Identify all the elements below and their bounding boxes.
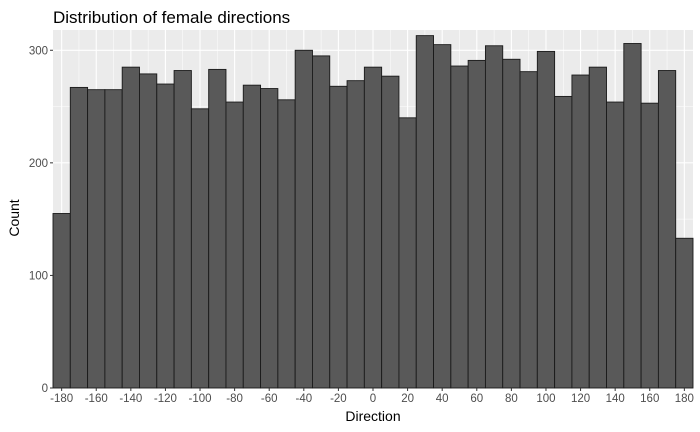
histogram-bar — [415, 35, 434, 389]
histogram-bar — [381, 75, 400, 389]
histogram-bar — [312, 55, 331, 389]
x-tick-label: -20 — [330, 393, 347, 405]
x-tick-label: 120 — [571, 393, 590, 405]
histogram-bar — [484, 45, 504, 389]
y-tick-label: 100 — [29, 270, 48, 282]
histogram-bar — [173, 70, 192, 389]
x-tick-label: 140 — [606, 393, 625, 405]
y-axis-title: Count — [6, 199, 22, 236]
chart-title: Distribution of female directions — [53, 8, 290, 27]
histogram-bar — [242, 84, 262, 389]
x-tick-label: 180 — [675, 393, 694, 405]
histogram-bar — [52, 213, 71, 389]
histogram-bar — [640, 102, 659, 389]
x-tick-label: -80 — [226, 393, 243, 405]
histogram-bar — [363, 66, 383, 389]
x-tick-label: -100 — [189, 393, 212, 405]
histogram-bar — [346, 80, 365, 389]
histogram-bar — [208, 68, 227, 389]
x-tick-label: -160 — [85, 393, 108, 405]
y-axis: 0 100 200 300 — [29, 45, 53, 395]
histogram-bar — [554, 95, 573, 389]
histogram-bar — [225, 101, 244, 389]
histogram-bar — [657, 70, 677, 389]
x-tick-label: 40 — [436, 393, 449, 405]
histogram-bar — [519, 71, 538, 389]
histogram-bar — [606, 101, 625, 389]
histogram-bar — [571, 74, 590, 389]
x-tick-label: 0 — [370, 393, 376, 405]
bars — [52, 35, 694, 389]
x-tick-label: 100 — [536, 393, 555, 405]
histogram-bar — [623, 43, 642, 389]
histogram-bar — [69, 86, 89, 389]
x-tick-label: 60 — [470, 393, 483, 405]
histogram-bar — [398, 117, 417, 389]
histogram-bar — [502, 58, 521, 389]
y-tick-label: 200 — [29, 158, 48, 170]
histogram-bar — [450, 65, 469, 389]
x-tick-label: -120 — [154, 393, 177, 405]
histogram-bar — [139, 73, 158, 389]
y-tick-label: 0 — [42, 383, 48, 395]
x-tick-label: 160 — [640, 393, 659, 405]
x-tick-label: -140 — [119, 393, 142, 405]
histogram-bar — [190, 108, 210, 389]
histogram-bar — [277, 99, 296, 389]
histogram-bar — [260, 88, 279, 389]
y-tick-label: 300 — [29, 45, 48, 57]
x-tick-label: 20 — [401, 393, 414, 405]
x-tick-label: 80 — [505, 393, 518, 405]
histogram-bar — [329, 85, 348, 389]
histogram-bar — [588, 66, 607, 389]
histogram-bar — [294, 49, 313, 389]
histogram-bar — [104, 89, 123, 389]
histogram-bar — [121, 66, 140, 389]
histogram-bar — [156, 83, 175, 389]
x-tick-label: -60 — [261, 393, 278, 405]
histogram-bar — [467, 59, 486, 389]
histogram-bar — [675, 237, 694, 389]
x-tick-label: -40 — [295, 393, 312, 405]
histogram-bar — [433, 44, 452, 389]
x-axis: -180 -160 -140 -120 -100 -80 -60 -40 -20 0 20 40 60 8… — [50, 388, 694, 405]
histogram-bar — [87, 89, 106, 389]
x-axis-title: Direction — [345, 408, 400, 424]
x-tick-label: -180 — [50, 393, 73, 405]
histogram-bar — [536, 50, 556, 389]
